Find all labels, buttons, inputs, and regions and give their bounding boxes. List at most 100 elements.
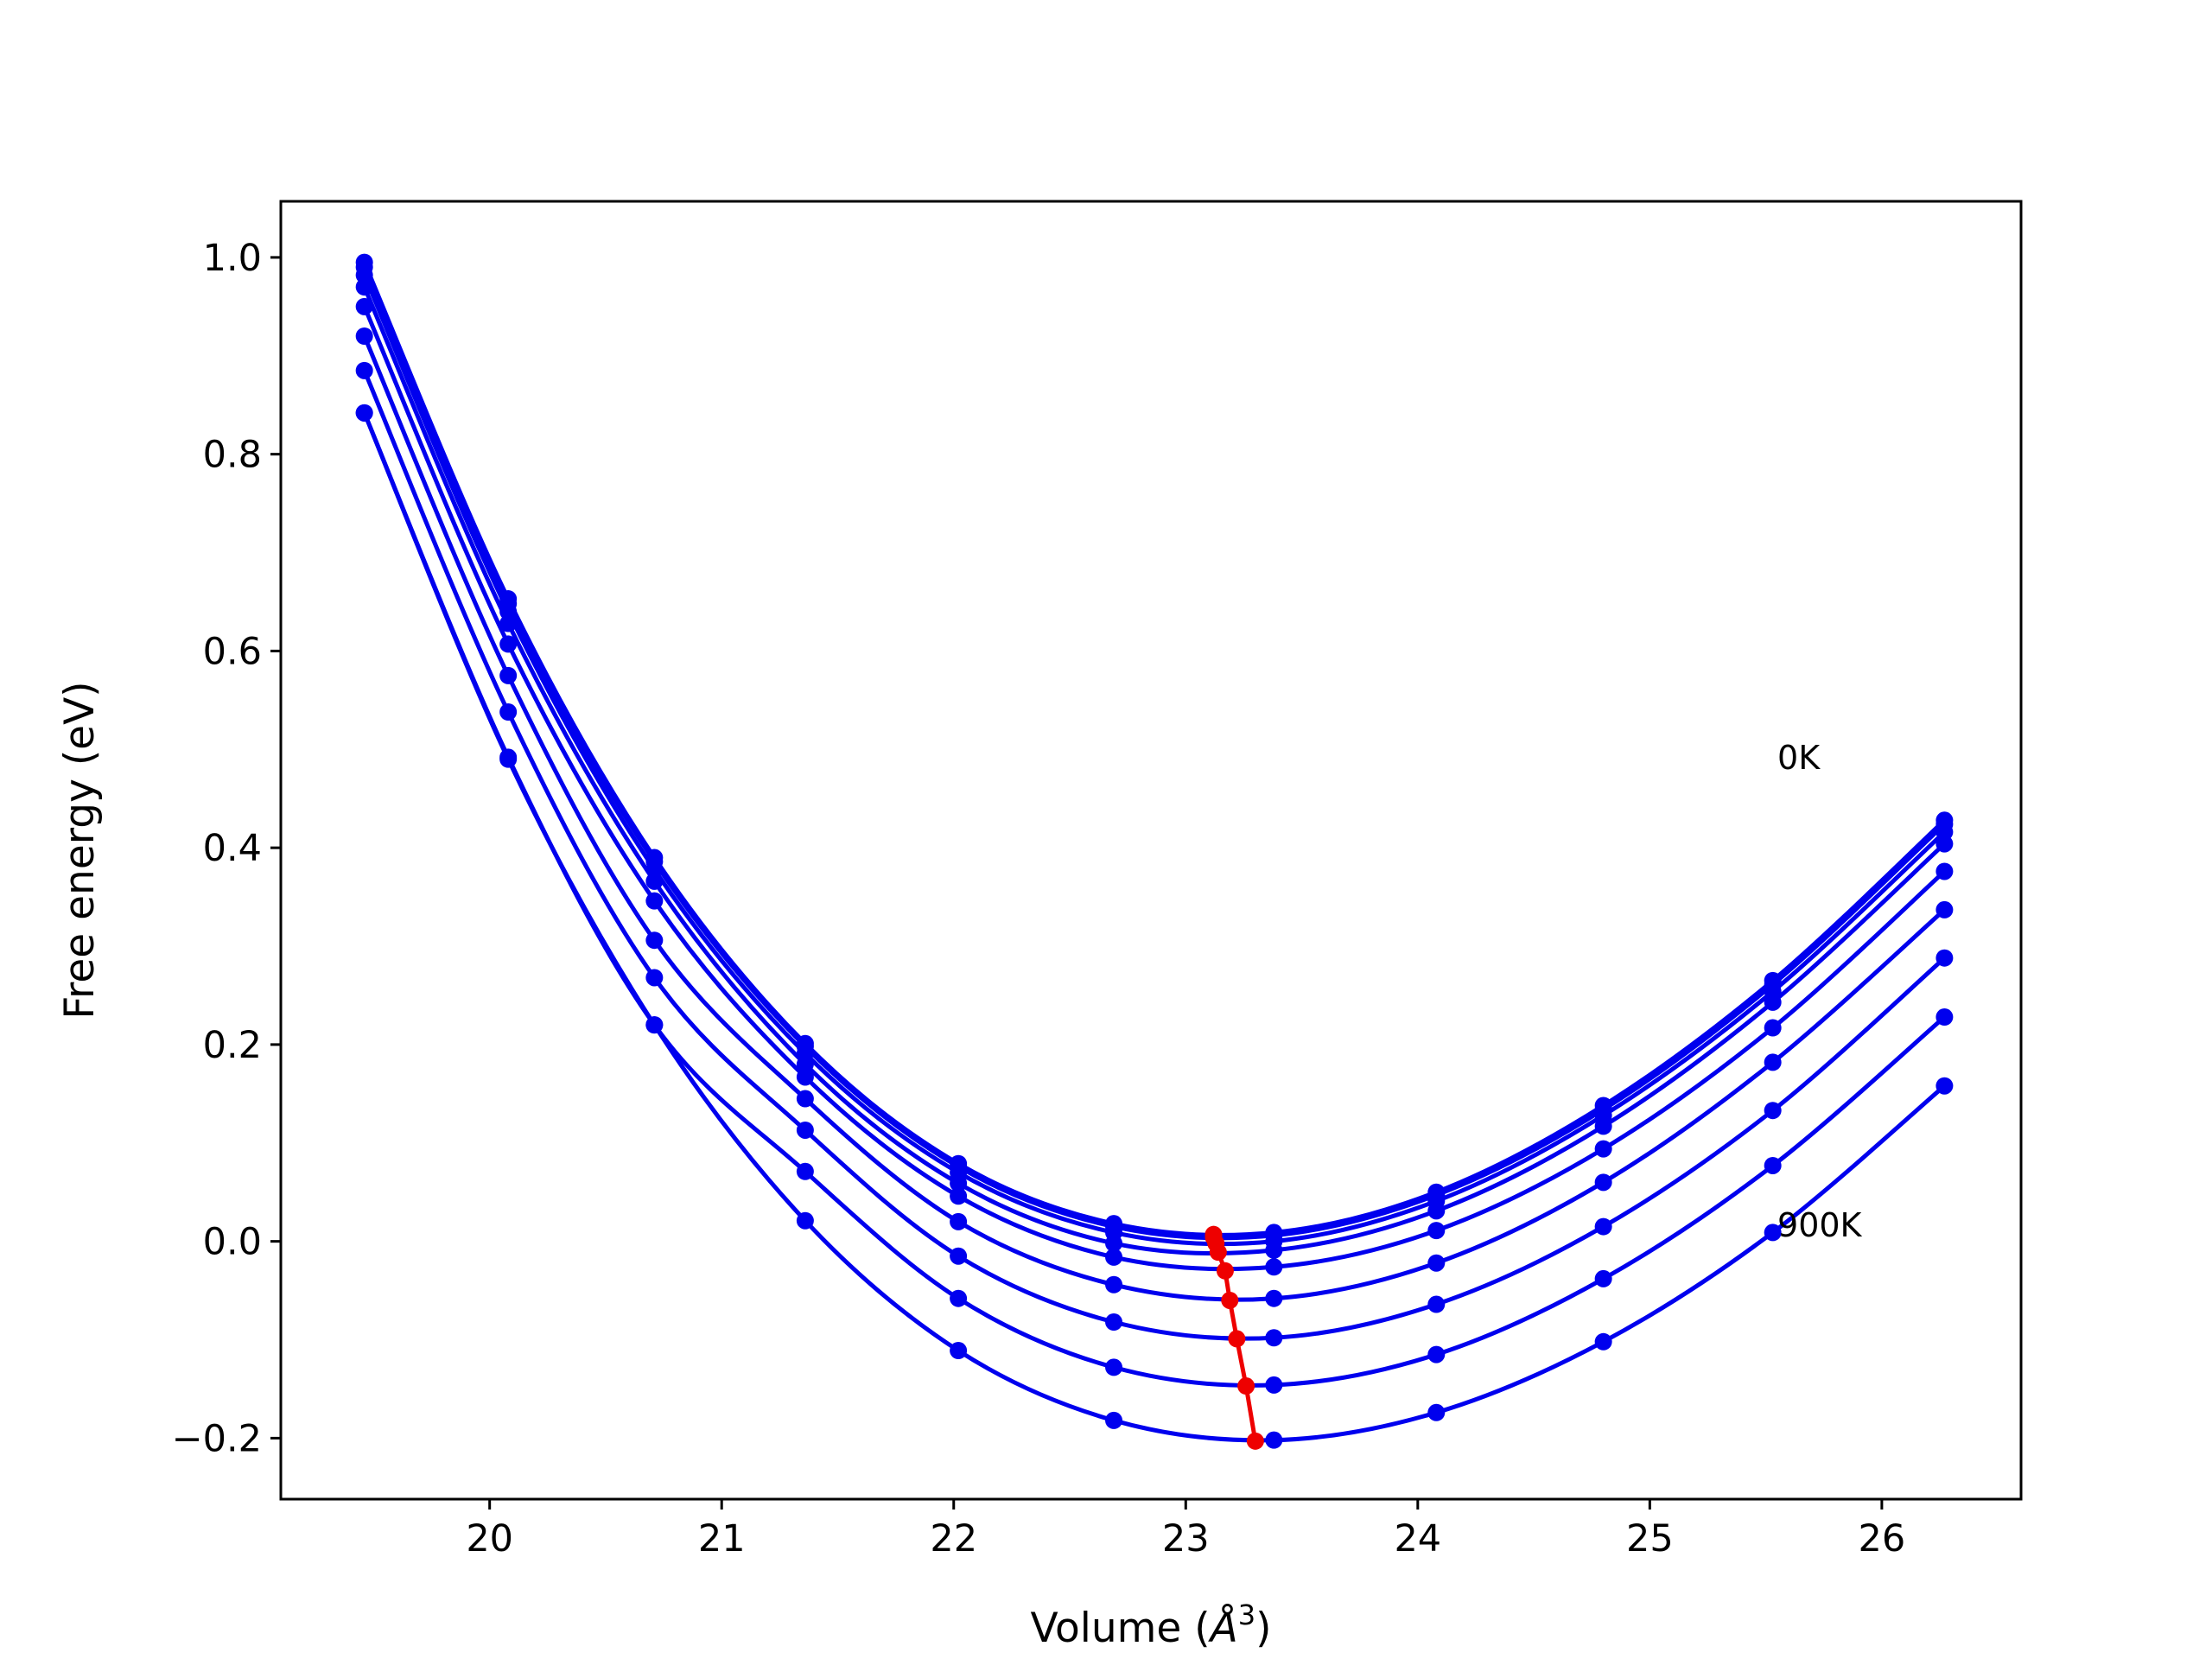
minimum-point: [1228, 1330, 1246, 1348]
data-point: [1427, 1345, 1446, 1363]
data-point: [1764, 1224, 1782, 1242]
data-point: [355, 297, 373, 315]
x-axis-label: Volume (Å3): [1031, 1599, 1272, 1652]
data-point: [1936, 835, 1954, 853]
data-point: [645, 872, 664, 890]
data-point: [1265, 1329, 1283, 1347]
series-5: [355, 327, 1954, 1307]
data-point: [499, 666, 518, 684]
data-point: [796, 1090, 814, 1108]
x-tick-label: 21: [698, 1517, 746, 1560]
data-point: [355, 404, 373, 422]
y-axis-ticks: −0.2 0.0 0.2 0.4 0.6 0.8 1.0: [172, 237, 281, 1460]
data-point: [1764, 1053, 1782, 1071]
data-point: [355, 266, 373, 284]
series-line: [362, 261, 1947, 1237]
data-point: [1265, 1258, 1283, 1276]
data-point: [1265, 1376, 1283, 1394]
y-tick-label: 0.2: [203, 1024, 262, 1067]
data-point: [1764, 993, 1782, 1011]
data-point: [1936, 900, 1954, 918]
data-point: [1594, 1217, 1612, 1236]
series-line: [362, 266, 1947, 1241]
data-point: [1427, 1202, 1446, 1220]
series-4: [355, 297, 1954, 1276]
x-axis-label-main: Volume (: [1031, 1605, 1211, 1652]
data-point: [645, 892, 664, 910]
data-point: [1265, 1431, 1283, 1449]
data-point: [1427, 1295, 1446, 1313]
data-point: [796, 1068, 814, 1086]
data-point: [1105, 1248, 1123, 1266]
data-point: [950, 1187, 968, 1205]
series-line: [362, 286, 1947, 1256]
data-point: [1764, 1102, 1782, 1120]
data-point: [355, 361, 373, 379]
data-point: [1105, 1275, 1123, 1294]
data-point: [796, 1211, 814, 1230]
data-point: [1105, 1313, 1123, 1332]
series-line: [362, 369, 1947, 1341]
series-line: [362, 305, 1947, 1272]
data-point: [950, 1247, 968, 1265]
y-tick-label: 0.8: [203, 434, 262, 477]
data-point: [499, 750, 518, 768]
data-point: [1427, 1222, 1446, 1240]
x-axis-label-close: ): [1255, 1605, 1271, 1652]
minimum-point: [1216, 1262, 1234, 1280]
series-8: [355, 404, 1954, 1449]
data-point: [499, 614, 518, 632]
x-axis-label-exp: 3: [1238, 1599, 1255, 1631]
y-axis-label: Free energy (eV): [56, 681, 104, 1019]
curves-layer: [355, 253, 1954, 1449]
minimum-point: [1209, 1243, 1227, 1262]
y-tick-label: 0.4: [203, 827, 262, 870]
x-tick-label: 23: [1162, 1517, 1210, 1560]
x-tick-label: 20: [466, 1517, 513, 1560]
data-point: [1594, 1173, 1612, 1192]
data-point: [1764, 1156, 1782, 1174]
y-tick-label: 1.0: [203, 237, 262, 280]
data-point: [1936, 949, 1954, 967]
series-line: [362, 335, 1947, 1302]
data-point: [1105, 1358, 1123, 1376]
plot-frame: [279, 200, 2023, 1501]
data-point: [1265, 1289, 1283, 1307]
data-point: [950, 1174, 968, 1192]
data-point: [1594, 1332, 1612, 1351]
data-point: [1265, 1241, 1283, 1259]
series-line: [362, 274, 1947, 1247]
data-point: [1936, 823, 1954, 841]
y-tick-label: 0.6: [203, 630, 262, 673]
data-point: [796, 1121, 814, 1139]
data-point: [796, 1055, 814, 1073]
data-point: [499, 635, 518, 653]
data-point: [355, 327, 373, 346]
x-tick-label: 24: [1394, 1517, 1441, 1560]
x-tick-label: 22: [930, 1517, 977, 1560]
data-point: [1427, 1254, 1446, 1272]
data-point: [645, 1016, 664, 1034]
data-point: [1105, 1411, 1123, 1429]
data-point: [1594, 1140, 1612, 1158]
data-point: [1936, 1077, 1954, 1095]
data-point: [1764, 1019, 1782, 1037]
data-point: [1594, 1269, 1612, 1287]
data-point: [950, 1212, 968, 1230]
data-point: [645, 969, 664, 987]
x-tick-label: 26: [1859, 1517, 1906, 1560]
data-point: [1594, 1117, 1612, 1135]
data-point: [1427, 1403, 1446, 1421]
x-axis-ticks: 20 21 22 23 24 25 26: [466, 1499, 1905, 1560]
series-3: [355, 278, 1954, 1259]
data-point: [355, 278, 373, 296]
data-point: [796, 1162, 814, 1180]
series-line: [362, 411, 1947, 1443]
annotation-label: 900K: [1777, 1206, 1863, 1244]
minimum-point: [1221, 1291, 1239, 1309]
data-point: [1936, 1008, 1954, 1027]
x-tick-label: 25: [1626, 1517, 1674, 1560]
data-point: [499, 703, 518, 721]
